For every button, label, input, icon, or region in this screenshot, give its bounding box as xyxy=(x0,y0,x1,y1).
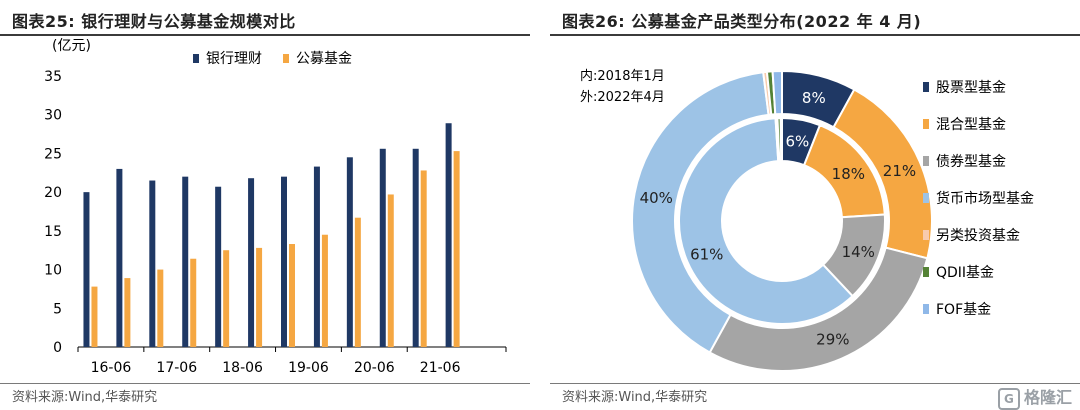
legend-label: 另类投资基金 xyxy=(936,227,1020,244)
bar-mutual-fund xyxy=(321,234,328,347)
legend-swatch xyxy=(923,230,929,240)
legend-swatch-1 xyxy=(193,54,199,63)
legend-label: 货币市场型基金 xyxy=(936,190,1034,207)
left-chart-panel: 图表25: 银行理财与公募基金规模对比 (亿元) 银行理财 公募基金 0 5 10 15 20… xyxy=(0,0,530,410)
y-tick-label: 35 xyxy=(44,69,62,85)
donut-slice xyxy=(771,69,783,116)
bar-bank-wealth xyxy=(445,123,452,347)
bar-bank-wealth xyxy=(281,176,287,347)
slice-value-label: 14% xyxy=(842,243,875,261)
bar-mutual-fund xyxy=(157,269,164,347)
left-footer-rule xyxy=(0,383,530,384)
bar-mutual-fund xyxy=(289,244,295,347)
slice-value-label: 6% xyxy=(785,132,809,150)
y-tick-label: 10 xyxy=(44,263,62,279)
chart-legend: 银行理财 公募基金 xyxy=(193,50,352,67)
bar-mutual-fund xyxy=(256,247,263,347)
donut-slice xyxy=(631,71,770,354)
legend-swatch-2 xyxy=(283,54,289,63)
y-tick-label: 30 xyxy=(44,108,62,124)
bar-mutual-fund xyxy=(190,258,197,347)
x-tick-label: 17-06 xyxy=(156,360,197,376)
slice-value-label: 21% xyxy=(883,162,916,180)
legend-swatch xyxy=(923,156,929,166)
y-axis-unit-label: (亿元) xyxy=(52,38,91,54)
left-source-note: 资料来源:Wind,华泰研究 xyxy=(12,390,158,405)
bar-mutual-fund xyxy=(387,194,394,347)
right-chart-title: 图表26: 公募基金产品类型分布(2022 年 4 月) xyxy=(562,12,922,31)
donut-slice xyxy=(779,116,783,163)
legend-label: QDII基金 xyxy=(936,264,994,281)
right-chart-panel: 图表26: 公募基金产品类型分布(2022 年 4 月) 内:2018年1月 外:… xyxy=(550,0,1080,410)
donut-outer-ring: 8% 21% 29% 40% xyxy=(631,69,933,372)
bar-bank-wealth xyxy=(346,157,353,347)
legend-label: 债券型基金 xyxy=(936,153,1006,170)
slice-value-label: 8% xyxy=(802,89,826,107)
bar-bank-wealth xyxy=(149,180,156,347)
y-tick-label: 5 xyxy=(53,301,62,317)
right-title-rule xyxy=(550,34,1080,36)
slice-value-label: 18% xyxy=(832,165,865,183)
bar-bank-wealth xyxy=(248,178,255,347)
legend-label-2: 公募基金 xyxy=(296,50,352,67)
right-footer-rule xyxy=(550,383,1080,384)
right-source-note: 资料来源:Wind,华泰研究 xyxy=(562,390,708,405)
bar-bank-wealth xyxy=(412,148,419,347)
bar-bank-wealth xyxy=(116,168,123,347)
legend-label: 混合型基金 xyxy=(936,116,1006,133)
bar-mutual-fund xyxy=(453,151,460,347)
y-tick-label: 25 xyxy=(44,146,62,162)
slice-value-label: 29% xyxy=(816,330,849,348)
bar-mutual-fund xyxy=(124,278,131,347)
x-tick-label: 16-06 xyxy=(91,360,132,376)
legend-swatch xyxy=(923,119,929,129)
bar-bank-wealth xyxy=(379,148,386,347)
bar-bank-wealth xyxy=(83,192,90,347)
x-tick-label: 21-06 xyxy=(420,360,461,376)
watermark-text: 格隆汇 xyxy=(1023,388,1072,407)
y-tick-label: 0 xyxy=(53,340,62,356)
bar-bank-wealth xyxy=(313,166,320,347)
left-chart-title: 图表25: 银行理财与公募基金规模对比 xyxy=(12,12,296,31)
legend-swatch xyxy=(923,267,929,277)
bar-bank-wealth xyxy=(182,176,189,347)
donut-slice xyxy=(678,117,854,325)
bar-mutual-fund xyxy=(420,170,427,347)
legend-label: 股票型基金 xyxy=(936,79,1006,96)
watermark-icon: G xyxy=(997,387,1020,410)
bar-bank-wealth xyxy=(215,186,222,347)
bar-chart: (亿元) 银行理财 公募基金 0 5 10 15 20 25 30 35 16-06 17-06 18-0… xyxy=(44,38,507,376)
bar-mutual-fund xyxy=(354,217,361,347)
slice-value-label: 40% xyxy=(640,189,673,207)
x-tick-label: 18-06 xyxy=(222,360,263,376)
outer-ring-label: 外:2022年4月 xyxy=(580,90,665,105)
legend-label-1: 银行理财 xyxy=(206,51,262,67)
left-title-rule xyxy=(0,34,530,36)
legend-swatch xyxy=(923,82,929,92)
x-tick-label: 20-06 xyxy=(354,360,395,376)
slice-value-label: 61% xyxy=(690,246,723,264)
watermark-logo: G 格隆汇 xyxy=(997,384,1072,410)
y-tick-label: 15 xyxy=(44,224,62,240)
legend-swatch xyxy=(923,304,929,314)
y-tick-label: 20 xyxy=(44,185,62,201)
x-tick-label: 19-06 xyxy=(288,360,329,376)
bar-mutual-fund xyxy=(223,250,230,347)
bar-mutual-fund xyxy=(91,286,98,347)
legend-swatch xyxy=(923,193,929,203)
inner-ring-label: 内:2018年1月 xyxy=(580,68,665,84)
legend-label: FOF基金 xyxy=(936,301,991,318)
donut-inner-ring: 6% 18% 14% 61% xyxy=(678,116,886,325)
